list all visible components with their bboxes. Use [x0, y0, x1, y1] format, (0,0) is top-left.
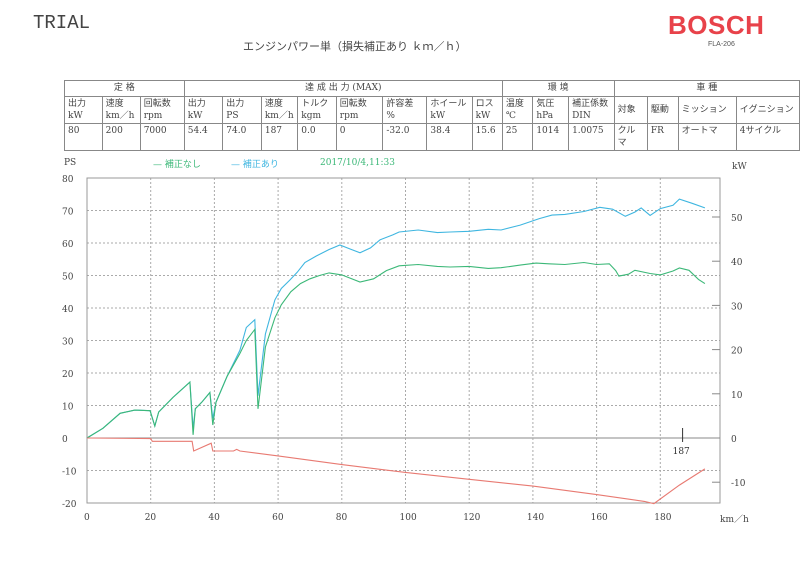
chart-curves	[86, 198, 706, 505]
y2-tick-label: 10	[731, 391, 743, 401]
column-header: 出力 kW	[183, 96, 224, 124]
y-tick-label: 70	[62, 208, 74, 218]
column-header: 出力 kW	[64, 96, 103, 124]
y2-axis-label: kW	[732, 162, 747, 172]
chart-grid	[87, 178, 720, 503]
y2-tick-label: 20	[731, 347, 743, 357]
page-title: エンジンパワー単（損失補正あり ｋｍ／ｈ）	[243, 40, 467, 53]
legend-label: 補正あり	[242, 160, 279, 170]
column-header: 温度 ℃	[501, 96, 534, 124]
y-tick-label: 80	[62, 175, 74, 185]
legend-uncorrected: — 補正なし	[153, 160, 201, 170]
table-cell: 25	[501, 123, 534, 151]
y-axis-label: PS	[64, 158, 77, 168]
x-tick-label: 60	[272, 513, 284, 523]
table-cell: 1.0075	[568, 123, 615, 151]
table-cell: オートマ	[677, 123, 737, 151]
table-cell: 4サイクル	[735, 123, 800, 151]
column-header: 回転数 rpm	[335, 96, 384, 124]
x-tick-label: 20	[145, 513, 157, 523]
table-cell: -32.0	[382, 123, 428, 151]
y-tick-label: -20	[62, 500, 77, 510]
y-tick-label: 50	[62, 273, 74, 283]
column-header: 回転数 rpm	[139, 96, 185, 124]
table-cell: 80	[64, 123, 103, 151]
column-header: 気圧 hPa	[532, 96, 570, 124]
watermark-trial: TRIAL	[33, 12, 91, 34]
table-cell: 187	[260, 123, 299, 151]
series-line	[86, 437, 706, 505]
table-cell: FR	[646, 123, 679, 151]
x-tick-label: 180	[654, 513, 671, 523]
x-tick-label: 40	[208, 513, 220, 523]
series-line	[86, 261, 706, 439]
y-tick-label: 10	[62, 403, 74, 413]
y2-tick-label: 40	[731, 258, 743, 268]
x-tick-label: 140	[527, 513, 544, 523]
column-header: ホイール kW	[426, 96, 473, 124]
table-cell: 0.0	[297, 123, 337, 151]
y-tick-label: 0	[62, 435, 68, 445]
max-speed-marker: 187	[673, 428, 690, 457]
y-tick-label: -10	[62, 468, 77, 478]
column-header: イグニション	[735, 96, 800, 124]
table-cell: 200	[101, 123, 141, 151]
x-axis-label: km／h	[720, 515, 749, 525]
y2-tick-label: 30	[731, 302, 743, 312]
table-cell: 7000	[139, 123, 185, 151]
table-cell: 15.6	[471, 123, 503, 151]
plot-frame	[86, 177, 721, 504]
x-tick-label: 0	[84, 513, 90, 523]
y-tick-label: 30	[62, 338, 74, 348]
table-header-row: 出力 kW 速度 km／h 回転数 rpm 出力 kW 出力 PS 速度 km／h トルク kgm 回転数 r…	[64, 96, 800, 124]
x-tick-label: 80	[336, 513, 348, 523]
column-header: 対象	[613, 96, 648, 124]
table-cell: 38.4	[426, 123, 473, 151]
column-header: 補正係数 DIN	[568, 96, 615, 124]
y-tick-label: 60	[62, 240, 74, 250]
x-tick-label: 120	[463, 513, 480, 523]
column-header: ロス kW	[471, 96, 503, 124]
marker-label: 187	[673, 447, 690, 457]
series-line	[86, 198, 706, 439]
y2-tick-label: 50	[731, 214, 743, 224]
spec-table: 定 格 達 成 出 力 (MAX) 環 境 車 種 出力 kW 速度 km／h 回転数 r…	[64, 80, 800, 151]
table-row: 80 200 7000 54.4 74.0 187 0.0 0 -32.0 38.4 15.6 25 1…	[64, 123, 800, 151]
legend-corrected: — 補正あり	[231, 160, 279, 170]
column-header: 速度 km／h	[101, 96, 141, 124]
brand-logo: BOSCH	[668, 10, 765, 40]
legend-label: 補正なし	[164, 160, 201, 170]
model-number: FLA-206	[708, 41, 735, 48]
x-tick-label: 100	[400, 513, 417, 523]
table-cell: 74.0	[222, 123, 262, 151]
table-cell: クルマ	[613, 123, 648, 151]
y-tick-label: 20	[62, 370, 74, 380]
y2-tick-label: -10	[731, 479, 746, 489]
x-tick-label: 160	[591, 513, 608, 523]
y2-tick-label: 0	[731, 435, 737, 445]
timestamp: 2017/10/4,11:33	[320, 158, 395, 168]
y-tick-label: 40	[62, 305, 74, 315]
table-cell: 1014	[532, 123, 570, 151]
